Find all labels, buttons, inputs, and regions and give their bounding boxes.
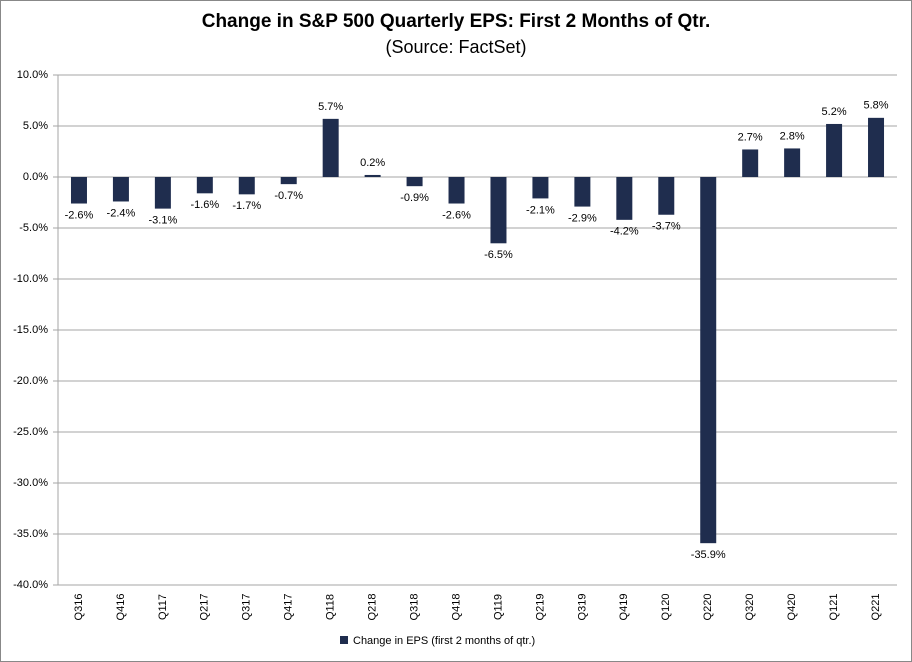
y-tick-label: 10.0%	[17, 69, 48, 81]
value-label: 2.8%	[780, 130, 805, 142]
y-tick-label: -10.0%	[13, 273, 48, 285]
value-label: -3.1%	[149, 215, 178, 227]
chart-subtitle: (Source: FactSet)	[385, 37, 526, 57]
bar	[574, 177, 591, 207]
bar	[826, 123, 843, 177]
bar	[280, 177, 297, 185]
value-label: -4.2%	[610, 226, 639, 238]
bar	[742, 149, 759, 177]
x-tick-label: Q119	[492, 594, 504, 620]
value-label: -2.9%	[568, 212, 597, 224]
bar	[322, 118, 339, 177]
y-tick-label: -25.0%	[13, 426, 48, 438]
value-label: -6.5%	[484, 249, 513, 261]
x-tick-label: Q420	[786, 594, 798, 621]
bar	[364, 174, 381, 177]
value-label: 0.2%	[360, 157, 385, 169]
x-tick-label: Q117	[157, 594, 169, 620]
value-label: -1.7%	[232, 200, 261, 212]
value-label: -0.7%	[274, 190, 303, 202]
bar	[70, 177, 87, 204]
x-tick-label: Q316	[73, 594, 85, 621]
value-label: -2.1%	[526, 204, 555, 216]
bar	[532, 177, 549, 199]
y-tick-label: 0.0%	[23, 171, 48, 183]
x-tick-label: Q221	[870, 594, 882, 621]
x-tick-label: Q120	[660, 594, 672, 621]
value-label: -0.9%	[400, 192, 429, 204]
bar	[616, 177, 633, 220]
x-tick-label: Q218	[367, 594, 379, 621]
x-tick-label: Q416	[115, 594, 127, 621]
value-label: 5.7%	[318, 101, 343, 113]
x-tick-label: Q220	[702, 594, 714, 621]
y-tick-label: -40.0%	[13, 579, 48, 591]
legend-label: Change in EPS (first 2 months of qtr.)	[353, 635, 535, 647]
bar	[112, 177, 129, 202]
x-tick-label: Q118	[325, 594, 337, 620]
x-tick-label: Q121	[828, 594, 840, 621]
value-label: 2.7%	[738, 131, 763, 143]
bar	[700, 177, 717, 544]
y-tick-label: -15.0%	[13, 324, 48, 336]
value-label: -2.6%	[65, 209, 94, 221]
bar	[196, 177, 213, 194]
x-tick-label: Q419	[618, 594, 630, 621]
bar	[868, 117, 885, 177]
x-tick-label: Q320	[744, 594, 756, 621]
bar	[154, 177, 171, 209]
y-tick-label: 5.0%	[23, 120, 48, 132]
value-label: -3.7%	[652, 221, 681, 233]
value-label: -35.9%	[691, 549, 726, 561]
x-tick-label: Q318	[408, 594, 420, 621]
value-label: -2.6%	[442, 209, 471, 221]
x-tick-label: Q217	[199, 594, 211, 621]
y-tick-label: -30.0%	[13, 477, 48, 489]
x-tick-label: Q219	[534, 594, 546, 621]
y-tick-label: -5.0%	[19, 222, 48, 234]
x-tick-label: Q417	[283, 594, 295, 621]
y-tick-label: -20.0%	[13, 375, 48, 387]
x-tick-label: Q418	[450, 594, 462, 621]
bar	[238, 177, 255, 195]
value-label: 5.2%	[822, 106, 847, 118]
bar	[490, 177, 507, 244]
chart-title: Change in S&P 500 Quarterly EPS: First 2…	[202, 11, 711, 32]
bar	[658, 177, 675, 215]
bar	[784, 148, 801, 177]
x-tick-label: Q317	[241, 594, 253, 621]
value-label: -2.4%	[107, 207, 136, 219]
y-tick-label: -35.0%	[13, 528, 48, 540]
bar	[406, 177, 423, 187]
value-label: -1.6%	[190, 199, 219, 211]
bar	[448, 177, 465, 204]
legend-swatch	[340, 636, 348, 644]
x-tick-label: Q319	[576, 594, 588, 621]
value-label: 5.8%	[863, 100, 888, 112]
